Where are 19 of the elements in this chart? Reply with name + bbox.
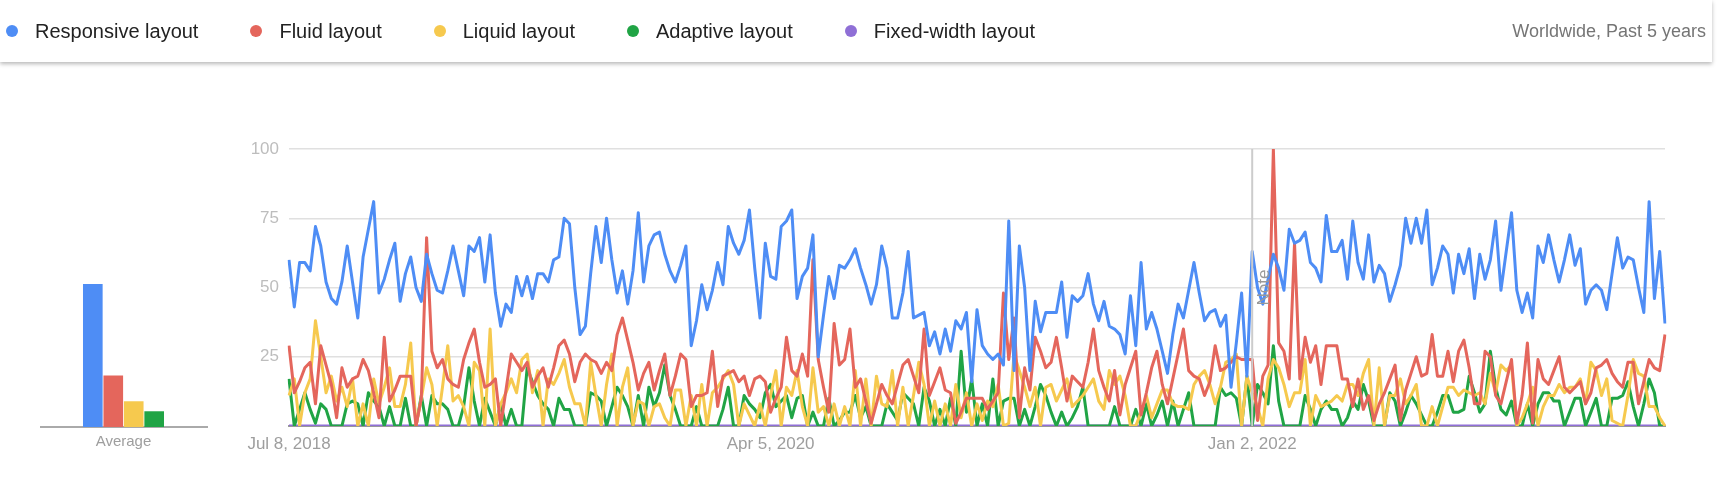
x-tick-label: Apr 5, 2020 xyxy=(726,433,815,453)
y-tick-label: 25 xyxy=(260,346,279,366)
legend-label: Adaptive layout xyxy=(656,19,793,43)
ref-line-label: Note xyxy=(1254,269,1274,306)
chart-subtitle: Worldwide, Past 5 years xyxy=(1512,20,1706,42)
y-tick-label: 100 xyxy=(250,138,279,158)
legend-label: Responsive layout xyxy=(35,19,199,43)
y-tick-label: 75 xyxy=(260,207,279,227)
y-tick-label: 50 xyxy=(260,277,279,297)
legend-label: Fluid layout xyxy=(279,19,382,43)
bar xyxy=(123,401,144,427)
bar xyxy=(82,284,103,427)
bar xyxy=(144,411,165,427)
x-tick-label: Jan 2, 2022 xyxy=(1207,433,1297,453)
x-tick-label: Jul 8, 2018 xyxy=(247,433,331,453)
bar xyxy=(103,375,124,427)
x-tick-label: Average xyxy=(95,432,152,450)
legend-label: Liquid layout xyxy=(462,19,576,43)
legend-label: Fixed-width layout xyxy=(873,19,1035,43)
